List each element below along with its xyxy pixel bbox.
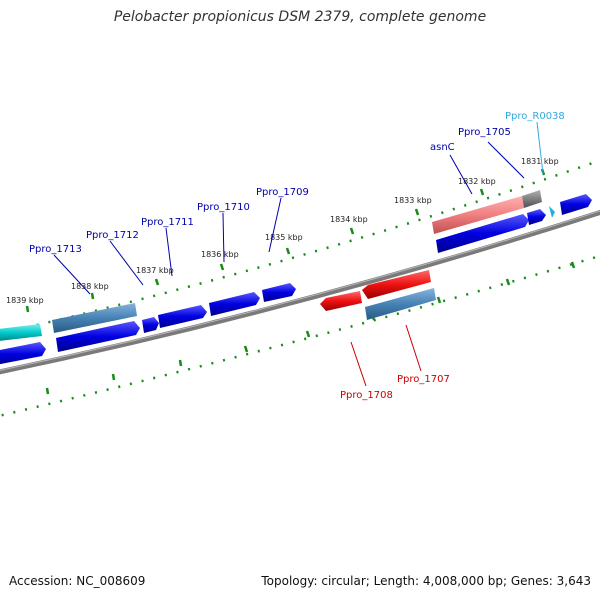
kbp-label: 1831 kbp xyxy=(521,157,559,166)
kbp-labels: 1831 kbp 1832 kbp 1833 kbp 1834 kbp 1835… xyxy=(6,157,559,305)
accession-text: Accession: NC_008609 xyxy=(9,574,146,588)
gene-feature[interactable] xyxy=(560,194,592,215)
gene-label-ppro-1707[interactable]: Ppro_1707 xyxy=(397,374,450,385)
gene-feature[interactable] xyxy=(549,206,555,218)
gene-label-ppro-1712[interactable]: Ppro_1712 xyxy=(86,230,139,241)
gene-feature[interactable] xyxy=(0,324,42,342)
gene-labels: Ppro_R0038 Ppro_1705 asnC Ppro_1709 Ppro… xyxy=(29,111,565,401)
kbp-label: 1838 kbp xyxy=(71,282,109,291)
outer-features xyxy=(0,190,542,342)
kbp-label: 1835 kbp xyxy=(265,233,303,242)
kbp-label: 1839 kbp xyxy=(6,296,44,305)
gene-feature[interactable] xyxy=(158,305,207,328)
middle-genes xyxy=(0,194,592,366)
gene-feature[interactable] xyxy=(0,342,46,366)
kbp-label: 1837 kbp xyxy=(136,266,174,275)
gene-label-ppro-1708[interactable]: Ppro_1708 xyxy=(340,390,393,401)
gene-feature[interactable] xyxy=(52,303,137,333)
gene-feature[interactable] xyxy=(436,214,529,253)
genome-summary-text: Topology: circular; Length: 4,008,000 bp… xyxy=(261,574,591,588)
gene-label-ppro-1709[interactable]: Ppro_1709 xyxy=(256,187,309,198)
gene-feature[interactable] xyxy=(209,292,260,316)
gene-feature[interactable] xyxy=(142,317,159,333)
gene-label-ppro-1705[interactable]: Ppro_1705 xyxy=(458,127,511,138)
map-title: Pelobacter propionicus DSM 2379, complet… xyxy=(113,9,487,25)
gene-label-ppro-1713[interactable]: Ppro_1713 xyxy=(29,244,82,255)
label-leaders xyxy=(53,121,544,387)
kbp-label: 1832 kbp xyxy=(458,177,496,186)
gene-feature[interactable] xyxy=(320,291,362,311)
gene-feature[interactable] xyxy=(522,190,542,208)
gene-feature[interactable] xyxy=(362,270,431,299)
kbp-label: 1833 kbp xyxy=(394,196,432,205)
gene-feature[interactable] xyxy=(56,321,140,352)
inner-features xyxy=(320,270,436,320)
gene-feature[interactable] xyxy=(262,283,296,302)
gene-label-ppro-1710[interactable]: Ppro_1710 xyxy=(197,202,250,213)
gene-label-ppro-r0038[interactable]: Ppro_R0038 xyxy=(505,111,565,122)
gene-feature[interactable] xyxy=(365,288,436,320)
gene-feature[interactable] xyxy=(527,209,546,225)
kbp-label: 1836 kbp xyxy=(201,250,239,259)
genome-backbone-highlight xyxy=(0,210,600,371)
genome-backbone xyxy=(0,209,600,375)
gene-feature[interactable] xyxy=(432,196,524,234)
gene-label-asnc[interactable]: asnC xyxy=(430,142,455,153)
gene-label-ppro-1711[interactable]: Ppro_1711 xyxy=(141,217,194,228)
kbp-label: 1834 kbp xyxy=(330,215,368,224)
outer-tick-ring xyxy=(0,159,600,335)
